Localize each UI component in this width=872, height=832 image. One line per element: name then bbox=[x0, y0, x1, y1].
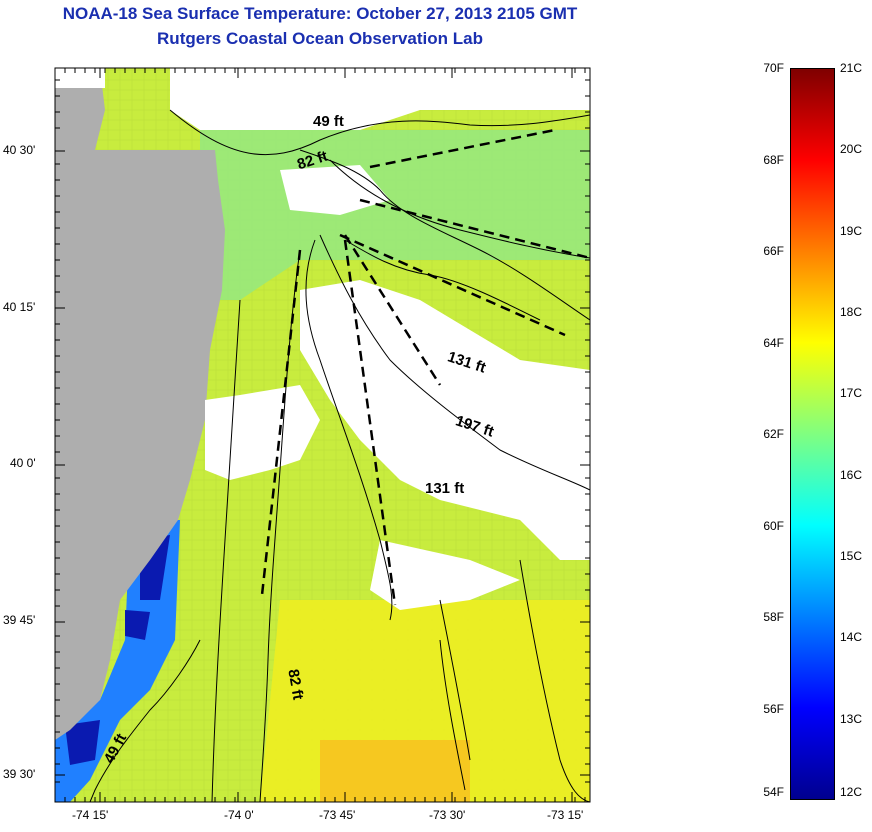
transect-lines bbox=[260, 128, 590, 606]
colorbar-c-label: 16C bbox=[840, 467, 863, 482]
lon-tick-label: -73 30' bbox=[429, 808, 466, 822]
lat-tick-label: 39 45' bbox=[3, 613, 36, 627]
map-subtitle: Rutgers Coastal Ocean Observation Lab bbox=[157, 29, 483, 48]
colorbar-f-label: 64F bbox=[763, 335, 784, 350]
colorbar-f-label: 68F bbox=[763, 152, 784, 167]
warmest-patch bbox=[320, 740, 470, 802]
colorbar-c-label: 18C bbox=[840, 305, 863, 319]
lon-tick-label: -73 45' bbox=[319, 808, 356, 822]
colorbar-c-label: 15C bbox=[840, 549, 863, 563]
colorbar-f-label: 54F bbox=[763, 785, 784, 799]
colorbar-c-label: 19C bbox=[840, 223, 863, 238]
lat-tick-label: 40 15' bbox=[3, 300, 36, 314]
colorbar-f-label: 56F bbox=[763, 701, 784, 716]
cloud-mask bbox=[55, 68, 590, 610]
colorbar-c-label: 21C bbox=[840, 61, 863, 75]
depth-label: 49 ft bbox=[313, 113, 344, 130]
lat-tick-label: 39 30' bbox=[3, 767, 36, 781]
depth-label: 131 ft bbox=[425, 480, 465, 497]
colorbar bbox=[790, 68, 835, 800]
minor-ticks bbox=[55, 68, 590, 802]
coastal-cold-cells bbox=[65, 535, 170, 765]
map-frame bbox=[54, 67, 591, 803]
lon-tick-label: -74 0' bbox=[224, 808, 254, 822]
colorbar-c-label: 14C bbox=[840, 630, 863, 645]
lat-tick-label: 40 30' bbox=[3, 143, 36, 157]
lon-tick-label: -73 15' bbox=[547, 808, 584, 822]
lon-tick-label: -74 15' bbox=[72, 808, 109, 822]
major-ticks bbox=[55, 68, 590, 802]
colorbar-c-label: 13C bbox=[840, 711, 863, 726]
colorbar-f-label: 62F bbox=[763, 427, 784, 441]
lat-tick-label: 40 0' bbox=[10, 456, 36, 470]
colorbar-f-label: 58F bbox=[763, 610, 784, 624]
colorbar-f-label: 60F bbox=[763, 518, 784, 533]
colorbar-c-label: 12C bbox=[840, 785, 863, 799]
colorbar-c-label: 20C bbox=[840, 142, 863, 157]
depth-contours bbox=[89, 109, 590, 802]
colorbar-f-label: 70F bbox=[763, 61, 784, 75]
map-title: NOAA-18 Sea Surface Temperature: October… bbox=[62, 4, 578, 23]
colorbar-c-label: 17C bbox=[840, 386, 863, 401]
colorbar-f-label: 66F bbox=[763, 244, 784, 258]
land bbox=[55, 68, 225, 740]
